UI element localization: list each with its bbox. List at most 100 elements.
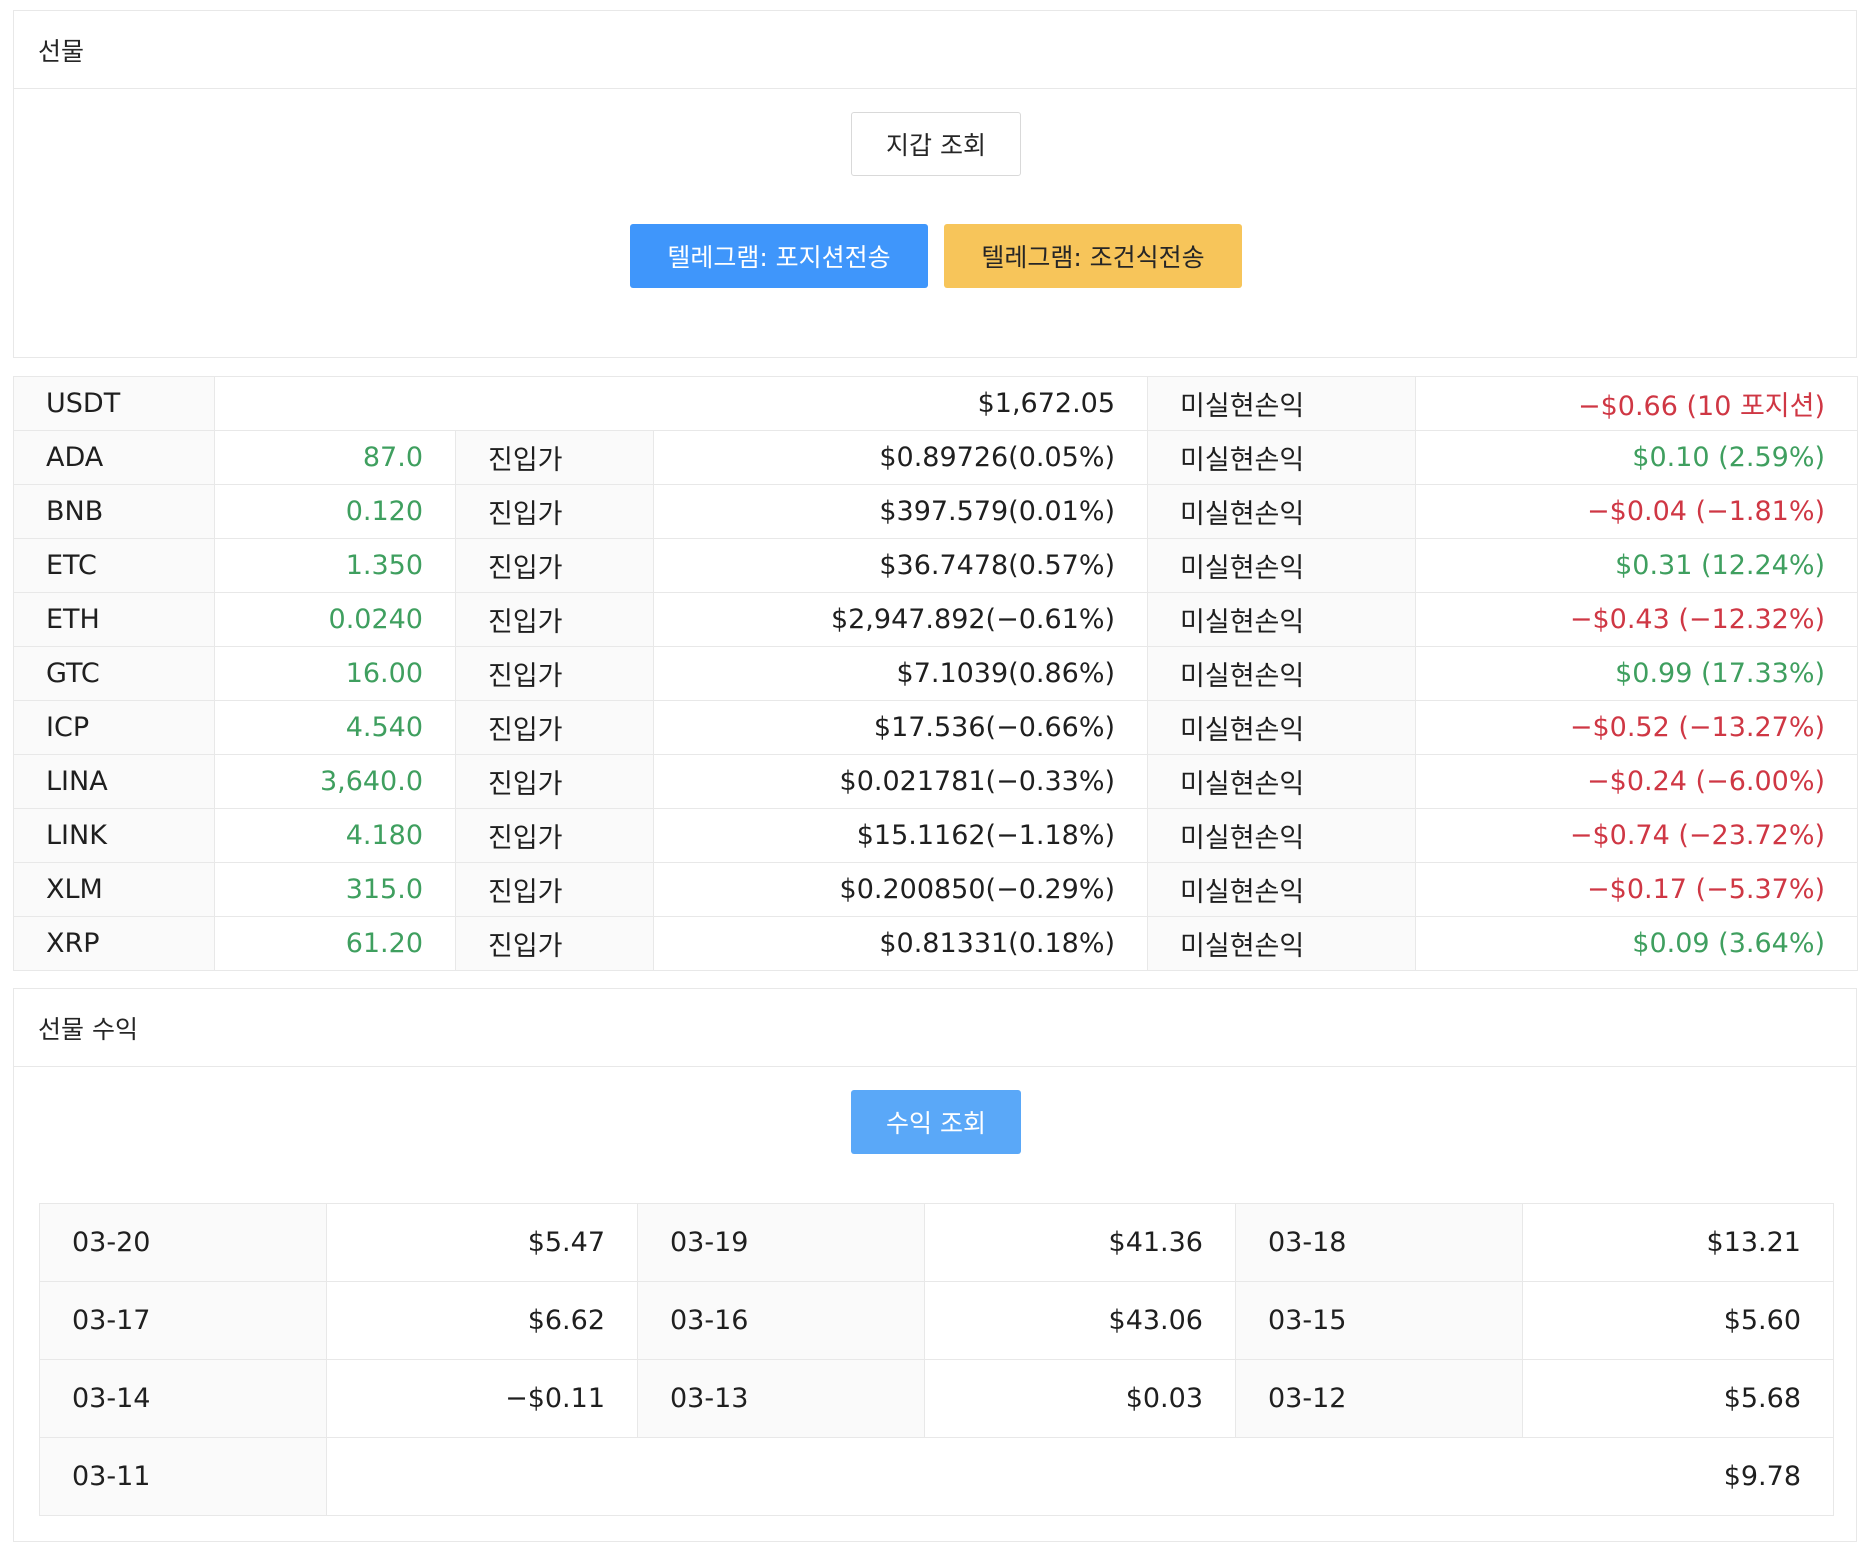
unrealized-pnl-label: 미실현손익	[1148, 701, 1416, 755]
entry-price-label: 진입가	[456, 809, 654, 863]
entry-price: $0.89726(0.05%)	[654, 431, 1148, 485]
position-symbol: XLM	[14, 863, 215, 917]
unrealized-pnl: $0.09 (3.64%)	[1416, 917, 1858, 971]
entry-price: $36.7478(0.57%)	[654, 539, 1148, 593]
position-row: LINK 4.180 진입가 $15.1162(−1.18%) 미실현손익 −$0.74 …	[14, 809, 1858, 863]
profit-date: 03-15	[1236, 1282, 1523, 1360]
entry-price-label: 진입가	[456, 431, 654, 485]
position-quantity: 4.180	[215, 809, 456, 863]
entry-price-label: 진입가	[456, 755, 654, 809]
profit-date: 03-14	[40, 1360, 327, 1438]
position-quantity: 16.00	[215, 647, 456, 701]
profit-table: 03-20 $5.47 03-19 $41.36 03-18 $13.21 03-17 $6.…	[39, 1203, 1834, 1516]
profit-date: 03-13	[638, 1360, 925, 1438]
profit-value: $5.47	[327, 1204, 638, 1282]
unrealized-pnl-label: 미실현손익	[1148, 431, 1416, 485]
futures-card-title: 선물	[14, 11, 1856, 89]
unrealized-pnl: −$0.17 (−5.37%)	[1416, 863, 1858, 917]
profit-date: 03-18	[1236, 1204, 1523, 1282]
profit-date: 03-11	[40, 1438, 327, 1516]
unrealized-pnl-label: 미실현손익	[1148, 539, 1416, 593]
entry-price: $2,947.892(−0.61%)	[654, 593, 1148, 647]
profit-value: $6.62	[327, 1282, 638, 1360]
position-row: ICP 4.540 진입가 $17.536(−0.66%) 미실현손익 −$0.52 (−…	[14, 701, 1858, 755]
position-row: XLM 315.0 진입가 $0.200850(−0.29%) 미실현손익 −$0.17 …	[14, 863, 1858, 917]
entry-price: $17.536(−0.66%)	[654, 701, 1148, 755]
summary-balance: $1,672.05	[215, 377, 1148, 431]
unrealized-pnl: $0.10 (2.59%)	[1416, 431, 1858, 485]
entry-price-label: 진입가	[456, 647, 654, 701]
profit-date: 03-12	[1236, 1360, 1523, 1438]
profit-row: 03-17 $6.62 03-16 $43.06 03-15 $5.60	[40, 1282, 1834, 1360]
entry-price: $397.579(0.01%)	[654, 485, 1148, 539]
unrealized-pnl-label: 미실현손익	[1148, 917, 1416, 971]
telegram-condition-button[interactable]: 텔레그램: 조건식전송	[944, 224, 1242, 288]
position-quantity: 0.0240	[215, 593, 456, 647]
profit-card: 선물 수익 수익 조회 03-20 $5.47 03-19 $41.36 03-18 $1…	[13, 988, 1857, 1542]
profit-value: −$0.11	[327, 1360, 638, 1438]
unrealized-pnl: −$0.74 (−23.72%)	[1416, 809, 1858, 863]
position-row: ADA 87.0 진입가 $0.89726(0.05%) 미실현손익 $0.10 (2.5…	[14, 431, 1858, 485]
futures-card: 선물 지갑 조회 텔레그램: 포지션전송 텔레그램: 조건식전송	[13, 10, 1857, 358]
profit-row: 03-11 $9.78	[40, 1438, 1834, 1516]
profit-value: $5.60	[1523, 1282, 1834, 1360]
unrealized-pnl: −$0.04 (−1.81%)	[1416, 485, 1858, 539]
profit-card-title: 선물 수익	[14, 989, 1856, 1067]
position-symbol: ADA	[14, 431, 215, 485]
entry-price-label: 진입가	[456, 485, 654, 539]
position-symbol: GTC	[14, 647, 215, 701]
entry-price: $0.200850(−0.29%)	[654, 863, 1148, 917]
telegram-position-button[interactable]: 텔레그램: 포지션전송	[630, 224, 928, 288]
position-symbol: BNB	[14, 485, 215, 539]
position-symbol: LINA	[14, 755, 215, 809]
position-quantity: 4.540	[215, 701, 456, 755]
unrealized-pnl-label: 미실현손익	[1148, 863, 1416, 917]
positions-table: USDT $1,672.05 미실현손익 −$0.66 (10 포지션) ADA…	[13, 376, 1858, 971]
position-row: LINA 3,640.0 진입가 $0.021781(−0.33%) 미실현손익 −$0.…	[14, 755, 1858, 809]
unrealized-pnl: −$0.52 (−13.27%)	[1416, 701, 1858, 755]
position-symbol: ETC	[14, 539, 215, 593]
position-quantity: 315.0	[215, 863, 456, 917]
position-symbol: LINK	[14, 809, 215, 863]
position-row: BNB 0.120 진입가 $397.579(0.01%) 미실현손익 −$0.04 (−…	[14, 485, 1858, 539]
entry-price: $7.1039(0.86%)	[654, 647, 1148, 701]
entry-price-label: 진입가	[456, 701, 654, 755]
profit-row: 03-14 −$0.11 03-13 $0.03 03-12 $5.68	[40, 1360, 1834, 1438]
unrealized-pnl-label: 미실현손익	[1148, 593, 1416, 647]
profit-value: $41.36	[925, 1204, 1236, 1282]
position-row: GTC 16.00 진입가 $7.1039(0.86%) 미실현손익 $0.99 (17.…	[14, 647, 1858, 701]
position-row: ETC 1.350 진입가 $36.7478(0.57%) 미실현손익 $0.31 (12…	[14, 539, 1858, 593]
entry-price-label: 진입가	[456, 593, 654, 647]
profit-value: $13.21	[1523, 1204, 1834, 1282]
profit-query-button[interactable]: 수익 조회	[851, 1090, 1021, 1154]
wallet-query-button[interactable]: 지갑 조회	[851, 112, 1021, 176]
summary-asset: USDT	[14, 377, 215, 431]
unrealized-pnl: $0.99 (17.33%)	[1416, 647, 1858, 701]
position-symbol: XRP	[14, 917, 215, 971]
position-quantity: 0.120	[215, 485, 456, 539]
unrealized-pnl: −$0.43 (−12.32%)	[1416, 593, 1858, 647]
position-quantity: 1.350	[215, 539, 456, 593]
unrealized-pnl-label: 미실현손익	[1148, 485, 1416, 539]
position-row: ETH 0.0240 진입가 $2,947.892(−0.61%) 미실현손익 −$0.4…	[14, 593, 1858, 647]
entry-price-label: 진입가	[456, 539, 654, 593]
position-quantity: 87.0	[215, 431, 456, 485]
profit-value: $43.06	[925, 1282, 1236, 1360]
position-quantity: 3,640.0	[215, 755, 456, 809]
position-row: XRP 61.20 진입가 $0.81331(0.18%) 미실현손익 $0.09 (3.…	[14, 917, 1858, 971]
summary-pnl-label: 미실현손익	[1148, 377, 1416, 431]
position-symbol: ICP	[14, 701, 215, 755]
profit-value: $5.68	[1523, 1360, 1834, 1438]
unrealized-pnl-label: 미실현손익	[1148, 809, 1416, 863]
position-quantity: 61.20	[215, 917, 456, 971]
profit-date: 03-16	[638, 1282, 925, 1360]
summary-row: USDT $1,672.05 미실현손익 −$0.66 (10 포지션)	[14, 377, 1858, 431]
entry-price-label: 진입가	[456, 917, 654, 971]
profit-value: $9.78	[327, 1438, 1834, 1516]
profit-date: 03-20	[40, 1204, 327, 1282]
profit-row: 03-20 $5.47 03-19 $41.36 03-18 $13.21	[40, 1204, 1834, 1282]
profit-date: 03-19	[638, 1204, 925, 1282]
entry-price: $0.81331(0.18%)	[654, 917, 1148, 971]
profit-date: 03-17	[40, 1282, 327, 1360]
position-symbol: ETH	[14, 593, 215, 647]
